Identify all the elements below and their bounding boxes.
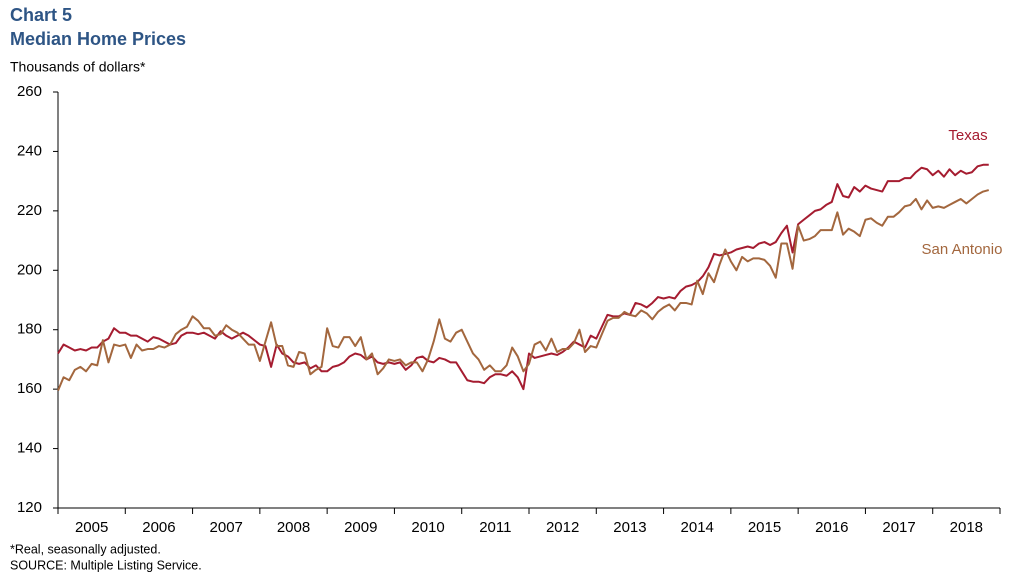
- x-tick-label: 2012: [546, 519, 579, 536]
- y-axis-label: Thousands of dollars*: [10, 59, 146, 75]
- x-tick-label: 2017: [882, 519, 915, 536]
- x-tick-label: 2009: [344, 519, 377, 536]
- x-tick-label: 2011: [479, 519, 511, 536]
- x-tick-label: 2013: [613, 519, 646, 536]
- y-tick-label: 240: [17, 142, 42, 159]
- series-label: Texas: [948, 127, 987, 144]
- source: SOURCE: Multiple Listing Service.: [10, 558, 202, 572]
- chart-subtitle: Median Home Prices: [10, 29, 186, 49]
- x-tick-label: 2018: [950, 519, 983, 536]
- y-tick-label: 220: [17, 202, 42, 219]
- y-tick-label: 180: [17, 321, 42, 338]
- y-tick-label: 140: [17, 440, 42, 457]
- x-tick-label: 2006: [142, 519, 175, 536]
- y-tick-label: 120: [17, 499, 42, 516]
- series-line: [57, 189, 990, 392]
- x-tick-label: 2008: [277, 519, 310, 536]
- footnote: *Real, seasonally adjusted.: [10, 542, 161, 556]
- x-tick-label: 2016: [815, 519, 848, 536]
- series-line: [57, 163, 989, 391]
- x-tick-label: 2005: [75, 519, 108, 536]
- x-tick-label: 2007: [210, 519, 243, 536]
- chart-title: Chart 5: [10, 5, 72, 25]
- x-tick-label: 2014: [681, 519, 714, 536]
- y-tick-label: 160: [17, 380, 42, 397]
- y-tick-label: 260: [17, 83, 42, 100]
- y-tick-label: 200: [17, 261, 42, 278]
- x-tick-label: 2010: [411, 519, 444, 536]
- series-label: San Antonio: [922, 241, 1003, 258]
- x-tick-label: 2015: [748, 519, 781, 536]
